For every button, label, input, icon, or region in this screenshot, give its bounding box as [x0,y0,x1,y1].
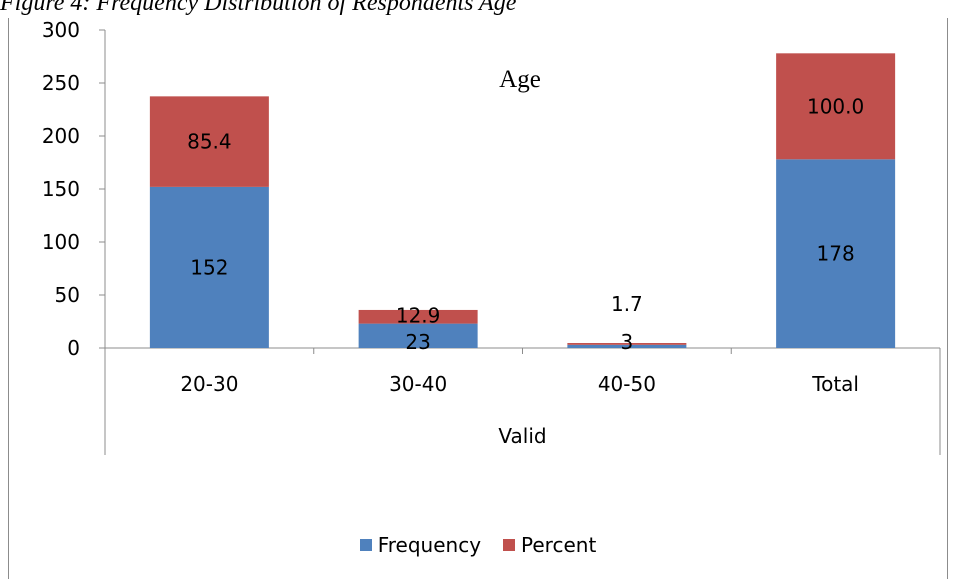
x-axis-title: Valid [498,424,546,448]
y-tick-label: 250 [42,71,80,95]
legend-swatch [359,539,372,551]
data-label-percent: 85.4 [187,130,232,154]
y-tick-label: 200 [42,124,80,148]
y-tick-label: 150 [42,177,80,201]
bar-percent [358,309,478,324]
legend-item-frequency: Frequency [359,533,482,557]
figure-caption: Figure 4: Frequency Distribution of Resp… [0,0,517,16]
bar-percent [567,343,687,345]
legend-label: Frequency [377,533,482,557]
data-label-frequency: 152 [190,255,228,279]
x-tick-label: 20-30 [180,372,238,396]
data-label-frequency: 3 [621,330,634,354]
data-label-frequency: 178 [817,242,855,266]
bar-percent [776,53,896,160]
legend: Frequency Percent [0,530,956,560]
y-axis: 0 50 100 150 200 250 300 [42,18,106,360]
bar-percent [149,96,269,187]
chart-title: Age [499,66,541,93]
data-label-percent: 12.9 [396,304,441,328]
legend-swatch [503,539,516,551]
chart-frame [8,18,948,579]
bar-frequency [567,344,687,348]
x-tick-label: Total [811,372,859,396]
y-tick-label: 50 [55,283,80,307]
data-label-percent: 100.0 [807,94,864,118]
data-label-percent: 1.7 [611,292,643,316]
y-tick-label: 0 [67,336,80,360]
y-tick-label: 300 [42,18,80,42]
bar-frequency [776,159,896,348]
bar-frequency [358,323,478,348]
legend-label: Percent [521,533,597,557]
bars [149,53,896,348]
data-label-frequency: 23 [405,330,430,354]
x-tick-label: 40-50 [598,372,656,396]
y-tick-label: 100 [42,230,80,254]
bar-frequency [149,186,269,348]
legend-item-percent: Percent [503,533,596,557]
x-tick-label: 30-40 [389,372,447,396]
